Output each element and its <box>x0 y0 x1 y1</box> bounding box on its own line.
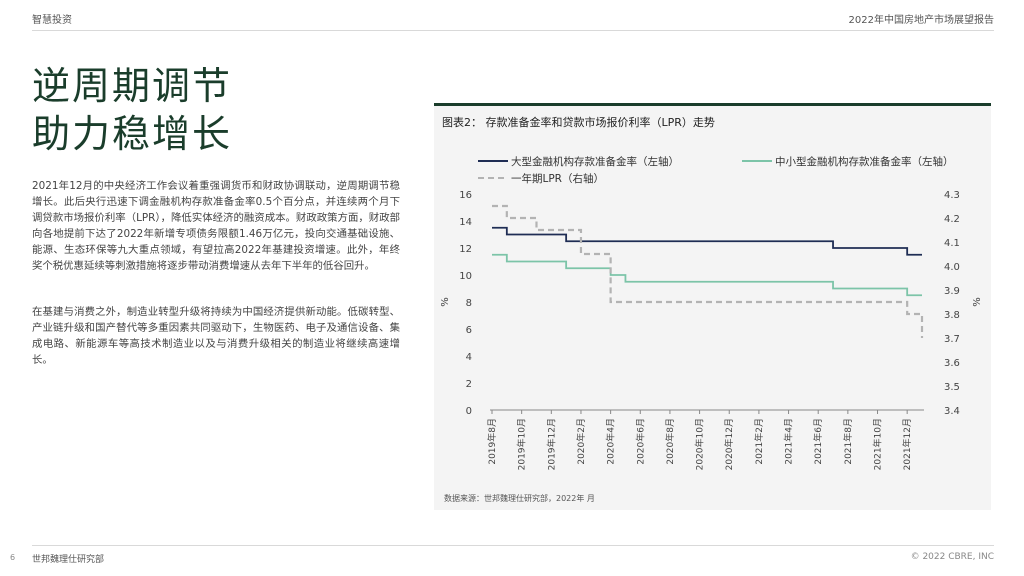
x-tick-label: 2021年10月 <box>872 418 884 470</box>
series-line-3 <box>492 204 924 338</box>
x-tick-label: 2020年2月 <box>575 418 587 465</box>
y-right-tick-label: 3.4 <box>944 406 960 417</box>
series-line-2 <box>492 253 922 297</box>
x-tick-label: 2020年12月 <box>723 418 735 470</box>
line-chart: 0 2 4 6 8 10 12 14 16 3.4 3.5 3.6 3.7 3.8 3.9 4.0 4.1 4.2… <box>440 155 983 470</box>
y-left-tick-label: 10 <box>459 271 472 282</box>
page-title-line-2: 助力稳增长 <box>32 112 233 156</box>
chart-source: 数据来源：世邦魏理仕研究部，2022年 月 <box>444 494 595 503</box>
y-right-tick-label: 3.5 <box>944 382 960 393</box>
y-left-tick-label: 0 <box>466 406 472 417</box>
legend-label-3: 一年期LPR（右轴） <box>511 172 604 185</box>
header-brand: 智慧投资 <box>32 15 72 26</box>
y-left-tick-label: 14 <box>459 217 472 228</box>
page-title-line-1: 逆周期调节 <box>32 64 233 108</box>
series-line-1 <box>492 226 922 256</box>
y-left-tick-label: 2 <box>466 379 472 390</box>
x-tick-label: 2020年6月 <box>634 418 646 465</box>
x-tick-label: 2021年8月 <box>842 418 854 465</box>
x-tick-label: 2021年2月 <box>753 418 765 465</box>
y-left-tick-label: 4 <box>466 352 472 363</box>
y-right-tick-label: 4.3 <box>944 190 960 201</box>
footer-org: 世邦魏理仕研究部 <box>32 555 105 565</box>
x-tick-label: 2020年8月 <box>664 418 676 465</box>
x-tick-label: 2019年10月 <box>516 418 528 470</box>
y-left-tick-label: 16 <box>459 190 472 201</box>
body-paragraph-2: 在基建与消费之外，制造业转型升级将持续为中国经济提供新动能。低碳转型、产业链升级… <box>32 306 400 366</box>
chart-panel: 图表2： 存款准备金率和贷款市场报价利率（LPR）走势 0 2 4 6 8 10 12 14 1… <box>434 103 991 510</box>
legend-label-1: 大型金融机构存款准备金率（左轴） <box>511 155 679 168</box>
x-tick-label: 2020年4月 <box>605 418 617 465</box>
x-tick-label: 2021年12月 <box>901 418 913 470</box>
y-left-tick-label: 12 <box>459 244 472 255</box>
x-tick-label: 2021年6月 <box>812 418 824 465</box>
y-right-axis-label: % <box>972 297 983 307</box>
y-right-tick-label: 3.9 <box>944 286 960 297</box>
y-right-tick-label: 4.1 <box>944 238 960 249</box>
header-divider <box>32 30 994 31</box>
y-right-tick-label: 3.7 <box>944 334 960 345</box>
body-paragraph-1: 2021年12月的中央经济工作会议着重强调货币和财政协调联动，逆周期调节稳增长。… <box>32 180 400 272</box>
y-left-axis-label: % <box>440 297 451 307</box>
footer-copyright: © 2022 CBRE, INC <box>910 552 994 562</box>
page-title: 逆周期调节 助力稳增长 <box>32 62 232 158</box>
x-tick-label: 2020年10月 <box>694 418 706 470</box>
chart-title: 图表2： 存款准备金率和贷款市场报价利率（LPR）走势 <box>442 116 715 129</box>
x-tick-label: 2019年8月 <box>486 418 498 465</box>
y-right-tick-label: 3.6 <box>944 358 960 369</box>
x-tick-label: 2021年4月 <box>783 418 795 465</box>
header-report-title: 2022年中国房地产市场展望报告 <box>848 15 994 26</box>
y-right-tick-label: 4.2 <box>944 214 960 225</box>
legend-label-2: 中小型金融机构存款准备金率（左轴） <box>775 155 954 168</box>
y-left-tick-label: 8 <box>466 298 472 309</box>
y-right-tick-label: 4.0 <box>944 262 960 273</box>
page-number: 6 <box>10 553 16 562</box>
footer-divider <box>32 545 994 546</box>
y-left-tick-label: 6 <box>466 325 472 336</box>
y-right-tick-label: 3.8 <box>944 310 960 321</box>
x-tick-label: 2019年12月 <box>545 418 557 470</box>
